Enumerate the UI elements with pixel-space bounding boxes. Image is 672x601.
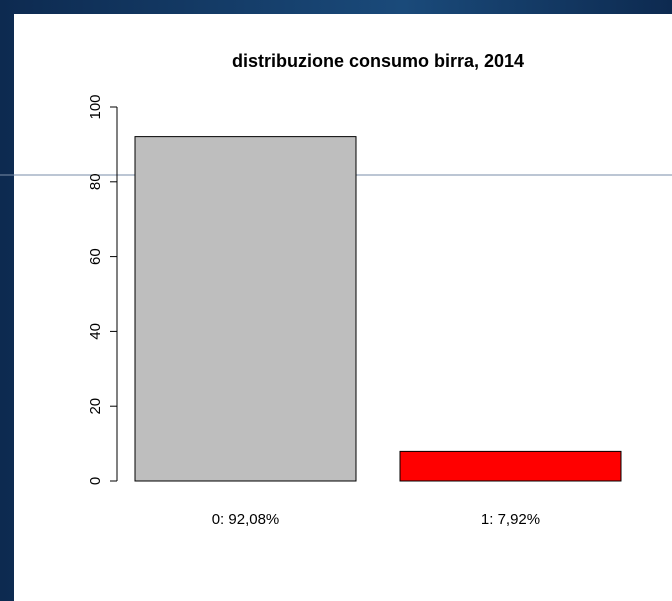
bar [399,450,622,482]
x-tick-label: 1: 7,92% [481,511,540,528]
y-tick-label: 40 [87,323,104,340]
y-tick-label: 0 [87,477,104,485]
y-tick-label: 80 [87,173,104,190]
y-tick-label: 100 [87,94,104,119]
bar [134,136,357,482]
y-tick-label: 60 [87,248,104,265]
chart-title: distribuzione consumo birra, 2014 [232,51,524,71]
x-tick-label: 0: 92,08% [212,511,280,528]
y-tick-label: 20 [87,398,104,415]
